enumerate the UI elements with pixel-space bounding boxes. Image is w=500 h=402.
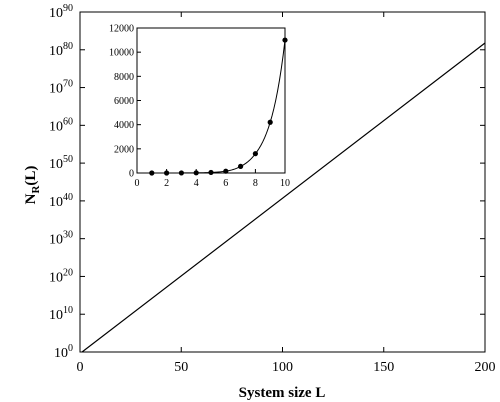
inset-x-tick-label: 6 — [223, 178, 228, 189]
main-y-tick-exponent: 60 — [63, 116, 73, 127]
inset-data-point — [193, 170, 199, 176]
inset-y-tick-label: 8000 — [114, 72, 134, 83]
inset-x-tick-label: 10 — [280, 178, 290, 189]
y-axis-title-sub: R — [30, 185, 42, 194]
inset-y-tick-label: 12000 — [109, 24, 134, 35]
inset-data-point — [178, 170, 184, 176]
main-y-tick-exponent: 20 — [63, 267, 73, 278]
main-y-tick-label: 1090 — [49, 3, 73, 21]
main-y-tick-label: 1060 — [49, 116, 73, 134]
y-axis-title: NR(L) — [23, 166, 42, 205]
main-y-tick-exponent: 50 — [63, 154, 73, 165]
main-y-tick-exponent: 40 — [63, 192, 73, 203]
main-y-tick-label: 1040 — [49, 192, 73, 210]
inset-data-point — [164, 170, 170, 176]
main-y-tick-label: 1070 — [49, 79, 73, 97]
main-y-tick-base: 10 — [49, 119, 63, 134]
main-plot: 100101010201030104010501060107010801090 … — [23, 3, 496, 401]
main-y-tick-base: 10 — [49, 270, 63, 285]
main-series — [81, 42, 486, 353]
main-y-tick-base: 10 — [49, 6, 63, 21]
inset-y-tick-label: 4000 — [114, 120, 134, 131]
main-y-tick-label: 1050 — [49, 154, 73, 172]
inset-x-tick-label: 0 — [135, 178, 140, 189]
inset-frame — [136, 27, 286, 174]
main-y-tick-base: 10 — [49, 82, 63, 97]
inset-fit-curve — [151, 40, 286, 174]
main-x-tick-label: 200 — [475, 360, 496, 375]
inset-y-tick-label: 10000 — [109, 48, 134, 59]
main-y-tick-exponent: 70 — [63, 79, 73, 90]
main-y-tick-base: 10 — [49, 157, 63, 172]
main-y-tick-base: 10 — [49, 308, 63, 323]
inset-x-tick-label: 8 — [253, 178, 258, 189]
main-x-tick-label: 0 — [77, 360, 84, 375]
inset-data-point — [223, 168, 229, 174]
inset-data-point — [252, 151, 258, 157]
main-y-tick-exponent: 10 — [63, 305, 73, 316]
x-axis-title: System size L — [239, 385, 326, 401]
inset-x-tick-label: 4 — [194, 178, 199, 189]
inset-x-tick-label: 2 — [164, 178, 169, 189]
main-y-tick-exponent: 80 — [63, 41, 73, 52]
inset-data-point — [267, 119, 273, 125]
main-x-tick-label: 50 — [174, 360, 188, 375]
main-x-tick-label: 150 — [373, 360, 394, 375]
main-y-tick-exponent: 90 — [63, 3, 73, 14]
main-y-tick-base: 10 — [49, 44, 63, 59]
inset-data-point — [282, 37, 288, 43]
inset-data-point — [149, 170, 155, 176]
inset-y-tick-label: 0 — [129, 169, 134, 180]
y-axis-title-tail: (L) — [23, 166, 39, 186]
inset-y-ticks: 0 2000 4000 6000 8000 10000 12000 — [109, 24, 141, 180]
inset-y-tick-label: 6000 — [114, 96, 134, 107]
inset-plot: 0 2000 4000 6000 8000 10000 12000 0 2 4 6 8 10 — [109, 24, 290, 190]
main-y-tick-exponent: 30 — [63, 230, 73, 241]
inset-series — [149, 37, 288, 176]
main-y-tick-label: 100 — [54, 343, 73, 361]
y-axis-title-main: N — [23, 193, 39, 204]
main-y-tick-label: 1030 — [49, 230, 73, 248]
inset-y-tick-label: 2000 — [114, 144, 134, 155]
main-y-tick-label: 1020 — [49, 267, 73, 285]
main-y-tick-label: 1010 — [49, 305, 73, 323]
inset-data-point — [208, 169, 214, 176]
main-y-tick-base: 10 — [49, 233, 63, 248]
main-series-line — [81, 42, 486, 353]
inset-data-point — [238, 163, 244, 169]
main-y-tick-label: 1080 — [49, 41, 73, 59]
main-y-tick-base: 10 — [54, 346, 68, 361]
main-y-tick-base: 10 — [49, 195, 63, 210]
main-y-tick-exponent: 0 — [68, 343, 73, 354]
main-x-tick-label: 100 — [272, 360, 293, 375]
main-x-ticks: 0 50 100 150 200 — [77, 12, 496, 375]
